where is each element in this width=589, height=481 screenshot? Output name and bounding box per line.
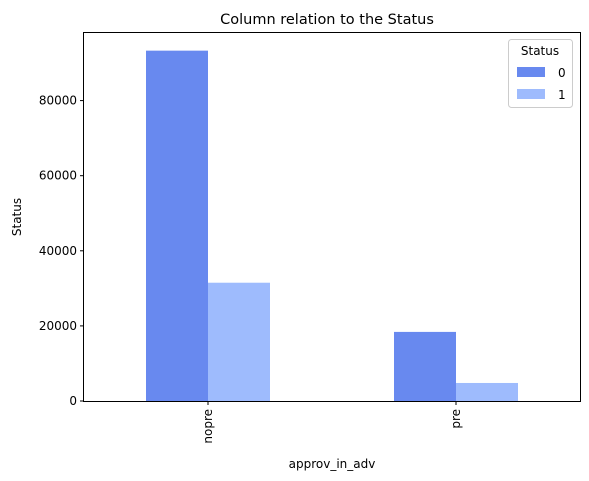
legend-title: Status	[521, 44, 559, 58]
x-tick-label: nopre	[201, 409, 215, 444]
y-tick-label: 0	[69, 394, 77, 408]
bar-nopre-status-0	[146, 50, 208, 401]
chart-title: Column relation to the Status	[220, 12, 434, 28]
y-tick-label: 20000	[39, 319, 77, 333]
bar-pre-status-1	[456, 382, 518, 401]
y-tick-label: 60000	[39, 169, 77, 183]
plot-frame	[83, 32, 581, 402]
y-tick-label: 40000	[39, 244, 77, 258]
legend-swatch-0	[517, 67, 545, 77]
y-tick-label: 80000	[39, 94, 77, 108]
y-axis-label: Status	[10, 198, 24, 236]
bar-nopre-status-1	[208, 282, 270, 401]
legend-label: 0	[558, 66, 566, 80]
y-axis: 0 20000 40000 60000 80000	[39, 94, 84, 408]
bar-pre-status-0	[394, 331, 456, 401]
x-axis-label: approv_in_adv	[289, 457, 376, 471]
legend-label: 1	[558, 88, 566, 102]
legend: Status 0 1	[508, 39, 573, 108]
bars-group	[146, 50, 518, 401]
legend-swatch-1	[517, 89, 545, 99]
x-tick-label: pre	[449, 409, 463, 429]
x-axis: nopre pre	[201, 401, 463, 444]
